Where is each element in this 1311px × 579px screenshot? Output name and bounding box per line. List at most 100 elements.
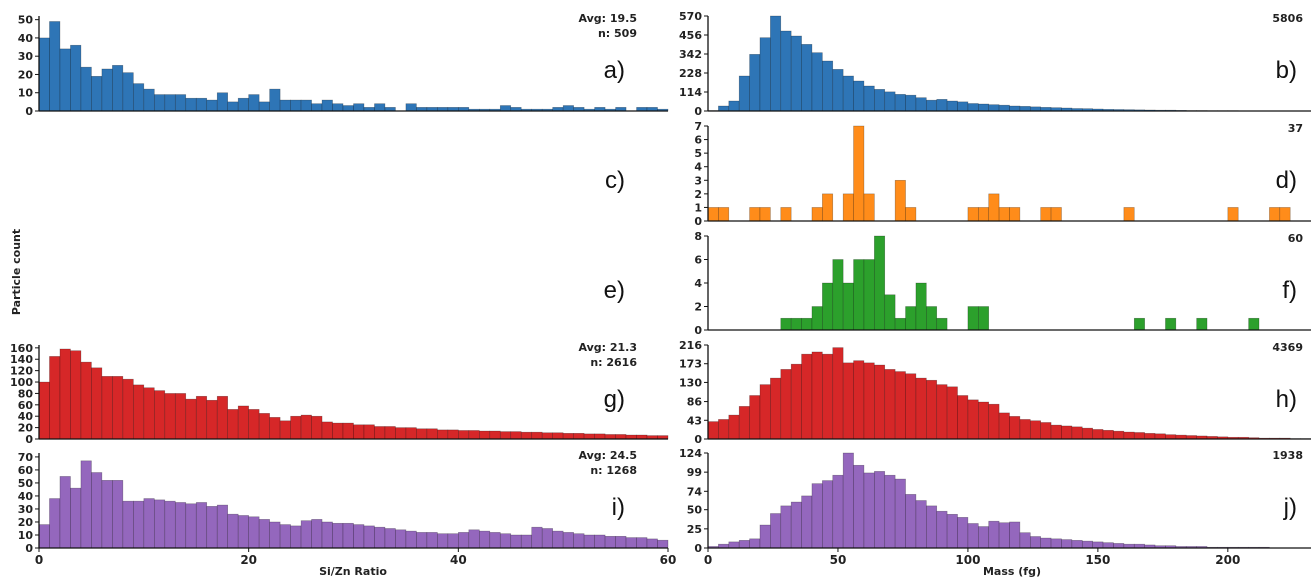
- bar-b-24: [957, 101, 969, 112]
- bar-g-8: [122, 378, 134, 440]
- bar-d-29: [1009, 207, 1021, 222]
- bar-g-49: [552, 432, 564, 440]
- ytick-label-g-7: 140: [10, 353, 33, 366]
- bar-g-41: [468, 430, 480, 440]
- ytick-label-j-2: 50: [687, 504, 703, 517]
- bar-a-2: [59, 48, 71, 112]
- bar-i-6: [101, 480, 113, 549]
- bar-d-26: [978, 207, 990, 222]
- bar-g-53: [594, 433, 606, 440]
- bar-b-9: [801, 44, 813, 112]
- bar-g-30: [353, 424, 365, 440]
- bar-b-19: [905, 94, 917, 112]
- stat-g-0: Avg: 21.3: [578, 341, 637, 354]
- bar-i-47: [531, 526, 543, 549]
- bar-f-41: [1133, 317, 1145, 331]
- bar-h-40: [1123, 431, 1135, 440]
- bar-h-37: [1092, 429, 1104, 440]
- bar-i-15: [195, 502, 208, 549]
- bar-i-31: [363, 525, 375, 549]
- bar-i-25: [300, 520, 312, 549]
- bar-h-19: [905, 373, 917, 440]
- bar-a-23: [279, 99, 291, 112]
- panel-f: f) 0 2 4 6 8 60: [694, 230, 1311, 337]
- ytick-label-j-1: 25: [687, 523, 702, 536]
- bar-a-11: [154, 94, 166, 112]
- bar-b-22: [936, 99, 948, 112]
- bar-g-23: [279, 420, 291, 440]
- bar-g-31: [363, 424, 375, 440]
- panel-label-g: g): [604, 386, 625, 413]
- bar-f-21: [926, 306, 938, 331]
- bar-h-8: [790, 363, 802, 440]
- bar-j-9: [801, 495, 813, 549]
- bar-g-40: [458, 430, 470, 440]
- bar-h-17: [884, 369, 896, 440]
- ytick-label-i-7: 70: [18, 451, 34, 464]
- stat-b-0: 5806: [1272, 12, 1303, 25]
- bar-j-32: [1040, 537, 1052, 549]
- panel-c: c): [605, 167, 625, 194]
- bar-i-27: [321, 521, 333, 549]
- bar-d-15: [863, 193, 875, 222]
- ytick-label-f-3: 6: [694, 254, 702, 267]
- bar-a-30: [353, 103, 365, 112]
- bar-j-20: [915, 500, 927, 549]
- bar-h-22: [936, 384, 948, 440]
- bar-i-37: [426, 532, 438, 549]
- bar-f-16: [874, 235, 886, 331]
- bar-i-55: [615, 535, 627, 549]
- ytick-label-d-4: 4: [694, 161, 702, 174]
- bar-d-40: [1123, 207, 1135, 222]
- panel-label-a: a): [604, 57, 625, 84]
- bar-f-11: [822, 282, 834, 331]
- ytick-label-i-4: 40: [18, 490, 34, 503]
- bar-g-1: [49, 356, 61, 440]
- bar-j-21: [926, 505, 938, 549]
- bar-a-4: [80, 66, 92, 112]
- bar-a-8: [122, 72, 134, 112]
- bar-d-10: [811, 207, 823, 222]
- bar-d-7: [780, 207, 792, 222]
- bar-i-30: [353, 524, 365, 549]
- ytick-label-f-1: 2: [694, 301, 702, 314]
- ytick-label-g-3: 60: [18, 399, 34, 412]
- ytick-label-h-3: 130: [679, 376, 702, 389]
- y-axis-title: Particle count: [10, 229, 23, 315]
- bar-j-29: [1009, 521, 1021, 549]
- bar-b-23: [946, 100, 958, 112]
- bar-a-14: [185, 97, 197, 112]
- panel-label-j: j): [1283, 494, 1297, 521]
- bar-b-5: [759, 37, 771, 112]
- bar-g-38: [437, 429, 449, 440]
- bar-i-20: [248, 516, 260, 549]
- bar-a-20: [248, 94, 260, 112]
- bar-h-10: [811, 351, 823, 440]
- bar-a-17: [216, 92, 228, 112]
- bar-d-13: [842, 193, 854, 222]
- bar-g-55: [615, 434, 627, 440]
- bar-i-4: [80, 460, 92, 549]
- bar-h-18: [894, 371, 906, 440]
- bar-h-14: [853, 360, 865, 440]
- ytick-label-b-2: 228: [679, 67, 702, 80]
- bar-g-32: [374, 426, 386, 440]
- bar-j-16: [874, 471, 886, 549]
- bar-j-4: [749, 538, 761, 549]
- bar-f-18: [894, 317, 906, 331]
- ytick-label-j-3: 74: [687, 485, 703, 498]
- ytick-label-h-5: 216: [679, 339, 702, 352]
- bar-g-5: [91, 367, 103, 440]
- left-x-axis-title: Si/Zn Ratio: [319, 565, 387, 578]
- ytick-label-a-3: 30: [18, 50, 34, 63]
- bar-i-36: [416, 532, 428, 549]
- bar-i-10: [143, 498, 155, 549]
- bar-d-19: [905, 207, 917, 222]
- bar-a-28: [332, 103, 344, 112]
- bar-i-43: [489, 532, 501, 549]
- bar-h-25: [967, 399, 979, 440]
- bar-i-0: [38, 524, 50, 549]
- bar-h-6: [770, 377, 782, 440]
